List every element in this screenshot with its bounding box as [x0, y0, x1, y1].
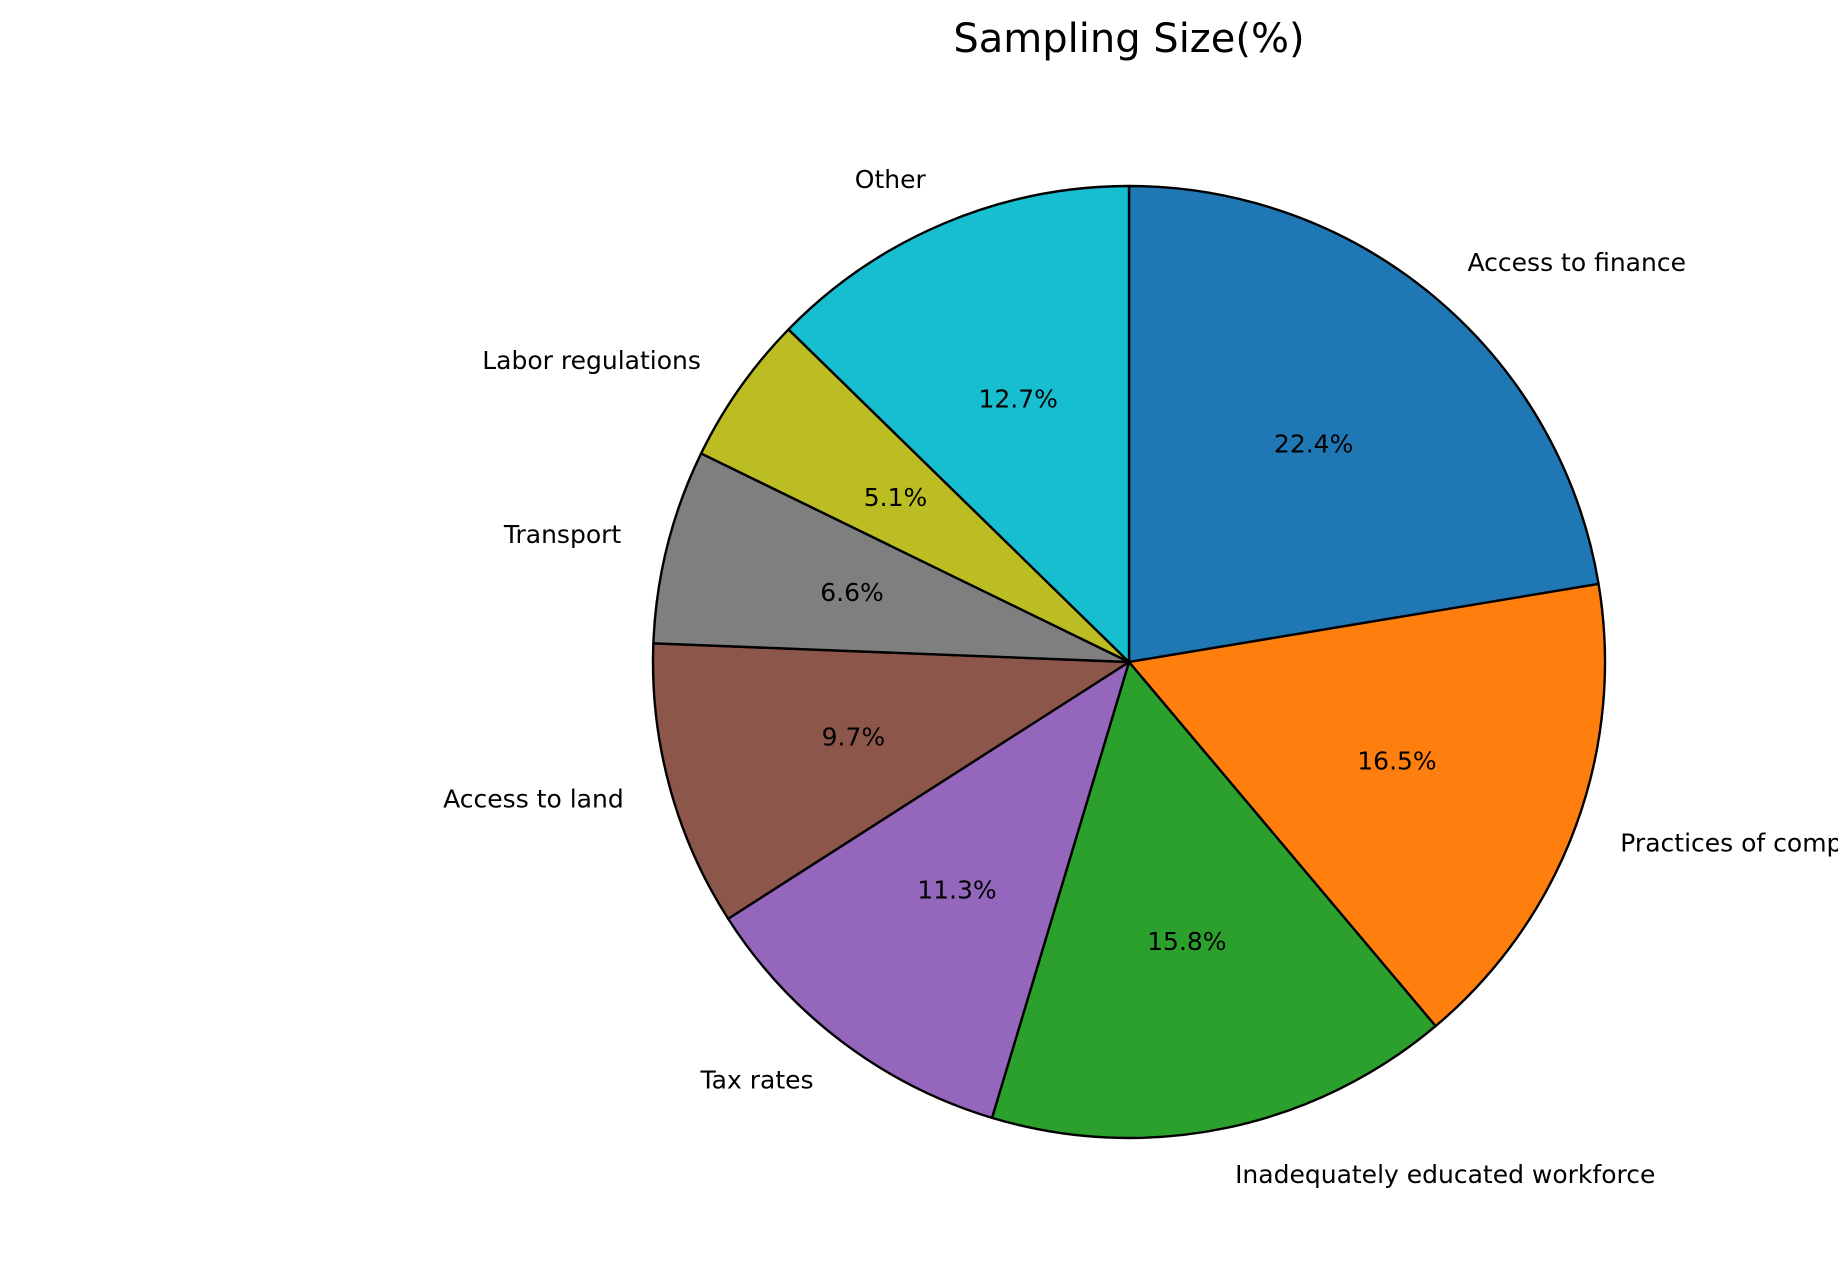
slice-label-6: Labor regulations	[482, 346, 701, 375]
percent-label-0: 22.4%	[1274, 430, 1353, 459]
pie-slice-6	[699, 328, 1131, 664]
percent-label-1: 16.5%	[1357, 746, 1436, 775]
percent-label-5: 6.6%	[820, 578, 884, 607]
percent-label-2: 15.8%	[1147, 927, 1226, 956]
slice-label-1: Practices of competitors in the informal…	[1620, 829, 1838, 858]
percent-label-6: 5.1%	[864, 483, 928, 512]
pie-slice-4	[651, 642, 1131, 920]
pie-slices	[651, 184, 1607, 1140]
percent-label-7: 12.7%	[978, 384, 1057, 413]
slice-label-0: Access to finance	[1468, 248, 1686, 277]
pie-slice-1	[1127, 582, 1607, 1028]
pie-slice-0	[1127, 184, 1600, 664]
pie-slice-7	[787, 184, 1131, 664]
percent-label-3: 11.3%	[917, 875, 996, 904]
slice-labels: Access to finance Practices of competitor…	[443, 165, 1838, 1189]
pie-slice-3	[726, 660, 1131, 1120]
chart-title: Sampling Size(%)	[953, 16, 1304, 62]
slice-label-5: Transport	[503, 520, 622, 549]
pie-slice-2	[990, 660, 1437, 1140]
percent-label-4: 9.7%	[822, 722, 886, 751]
slice-label-4: Access to land	[443, 785, 624, 814]
slice-label-3: Tax rates	[700, 1065, 814, 1094]
percent-labels: 22.4% 16.5% 15.8% 11.3% 9.7% 6.6% 5.1% 12.7%	[820, 384, 1436, 956]
pie-slice-5	[652, 452, 1131, 664]
slice-label-2: Inadequately educated workforce	[1235, 1160, 1655, 1189]
slice-label-7: Other	[855, 165, 927, 194]
